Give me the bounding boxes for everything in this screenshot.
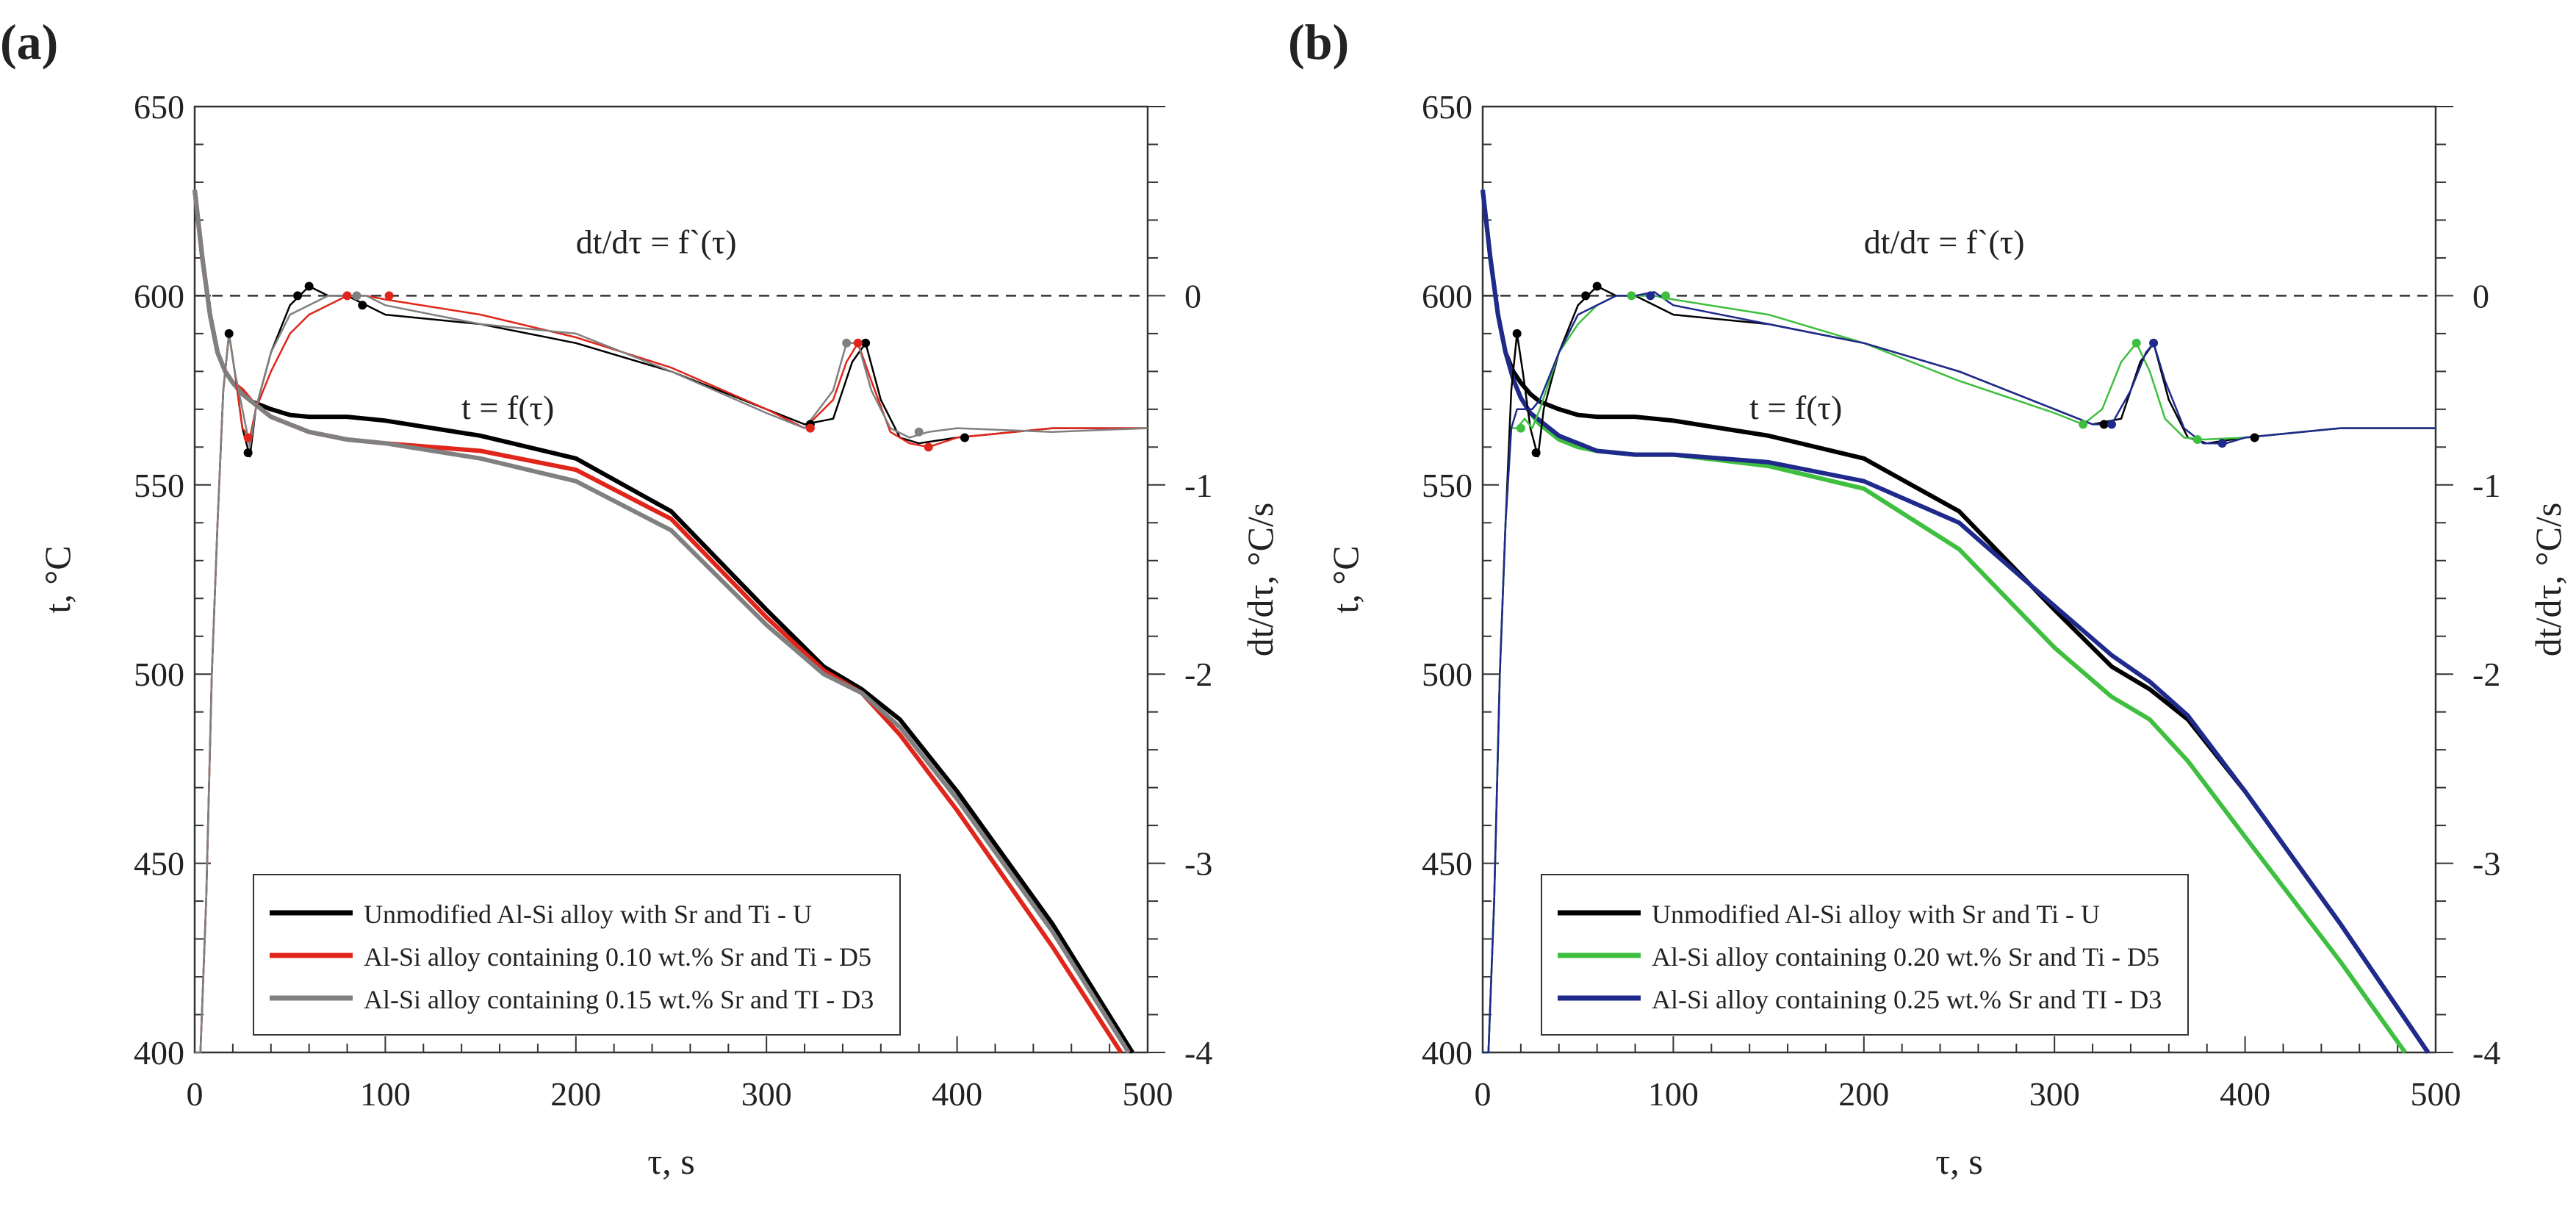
data-marker (2107, 420, 2117, 429)
x-tick-label: 100 (1648, 1075, 1699, 1113)
data-marker (2079, 420, 2088, 429)
y2-tick-label: -4 (2472, 1034, 2500, 1072)
data-marker (1512, 329, 1522, 338)
plot-frame (1481, 105, 2437, 1054)
y-tick-label: 550 (134, 467, 184, 504)
y-tick-label: 400 (134, 1034, 184, 1072)
data-marker (243, 448, 253, 458)
y-tick-label: 400 (1422, 1034, 1472, 1072)
data-marker (2131, 338, 2141, 348)
panel-label: (b) (1288, 14, 1349, 70)
y2-tick-label: -2 (1184, 656, 1212, 693)
y2-tick-label: -4 (1184, 1034, 1212, 1072)
data-marker (304, 281, 314, 291)
legend-label: Al-Si alloy containing 0.10 wt.% Sr and … (364, 942, 871, 972)
chart-b: (b) 0 100 200 300 400 500 400 450 500 550 600 650 -4 -… (1288, 14, 2569, 1182)
x-tick-label: 0 (187, 1075, 204, 1113)
x-tick-label: 500 (1123, 1075, 1173, 1113)
series-line-2 (193, 189, 1131, 1054)
data-marker (1661, 291, 1671, 301)
y2-tick-label: -1 (2472, 467, 2500, 504)
data-marker (243, 433, 253, 442)
panel-a: (a) 0 100 200 300 400 500 400 450 500 550 600 650 -4 -… (0, 0, 1288, 1205)
x-tick-label: 0 (1475, 1075, 1492, 1113)
y2-tick-label: -2 (2472, 656, 2500, 693)
x-tick-label: 200 (1838, 1075, 1889, 1113)
y-tick-label: 650 (1422, 88, 1472, 126)
data-marker (960, 433, 969, 442)
temperature-annotation: t = f(τ) (1749, 389, 1842, 426)
chart-a: (a) 0 100 200 300 400 500 400 450 500 550 600 650 -4 -… (0, 14, 1281, 1182)
y-tick-label: 500 (134, 656, 184, 693)
series-line-2 (1481, 189, 2431, 1054)
data-marker (1592, 281, 1602, 291)
derivative-annotation: dt/dτ = f`(τ) (1864, 223, 2025, 260)
data-marker (1516, 423, 1525, 433)
x-axis-title: τ, s (1935, 1141, 1983, 1182)
panel-b: (b) 0 100 200 300 400 500 400 450 500 550 600 650 -4 -… (1288, 0, 2576, 1205)
x-tick-label: 300 (741, 1075, 792, 1113)
data-marker (853, 338, 863, 348)
y-tick-label: 550 (1422, 467, 1472, 504)
y-tick-label: 450 (134, 845, 184, 883)
y2-axis-title: dt/dτ, °C/s (2528, 503, 2569, 657)
x-tick-label: 500 (2411, 1075, 2461, 1113)
data-marker (384, 291, 394, 301)
y2-tick-label: -3 (2472, 845, 2500, 883)
x-tick-label: 400 (2220, 1075, 2270, 1113)
legend-label: Unmodified Al-Si alloy with Sr and Ti - … (364, 900, 812, 929)
derivative-annotation: dt/dτ = f`(τ) (576, 223, 737, 260)
y-axis-title: t, °C (37, 545, 78, 613)
y-tick-label: 500 (1422, 656, 1472, 693)
panel-label: (a) (0, 14, 58, 70)
data-marker (293, 291, 303, 301)
data-marker (2192, 435, 2202, 445)
temperature-annotation: t = f(τ) (461, 389, 554, 426)
data-marker (2217, 439, 2227, 448)
data-marker (861, 338, 871, 348)
plot-frame (193, 105, 1149, 1054)
y2-tick-label: -1 (1184, 467, 1212, 504)
legend-label: Al-Si alloy containing 0.20 wt.% Sr and … (1652, 942, 2159, 972)
y-tick-label: 650 (134, 88, 184, 126)
data-marker (842, 338, 852, 348)
legend-label: Al-Si alloy containing 0.15 wt.% Sr and … (364, 985, 874, 1014)
data-marker (224, 329, 234, 338)
y-tick-label: 450 (1422, 845, 1472, 883)
y2-tick-label: -3 (1184, 845, 1212, 883)
data-marker (1646, 291, 1655, 301)
y-tick-label: 600 (134, 277, 184, 315)
legend-label: Al-Si alloy containing 0.25 wt.% Sr and … (1652, 985, 2162, 1014)
data-marker (924, 442, 933, 452)
data-marker (2250, 433, 2259, 442)
legend-box (253, 874, 901, 1036)
y-tick-label: 600 (1422, 277, 1472, 315)
data-marker (352, 291, 361, 301)
x-tick-label: 300 (2029, 1075, 2080, 1113)
data-marker (358, 301, 367, 310)
y2-tick-label: 0 (2472, 277, 2489, 315)
data-marker (1531, 448, 1541, 458)
data-marker (2099, 420, 2109, 429)
data-marker (805, 423, 815, 433)
legend-box (1541, 874, 2189, 1036)
data-marker (1581, 291, 1591, 301)
data-marker (2149, 338, 2159, 348)
data-marker (914, 427, 924, 437)
x-axis-title: τ, s (647, 1141, 695, 1182)
series-line-5 (1483, 291, 2436, 1054)
x-tick-label: 100 (360, 1075, 411, 1113)
y-axis-title: t, °C (1325, 545, 1366, 613)
x-tick-label: 400 (932, 1075, 982, 1113)
legend-label: Unmodified Al-Si alloy with Sr and Ti - … (1652, 900, 2100, 929)
data-marker (1627, 291, 1636, 301)
series-line-5 (195, 295, 1148, 1054)
data-marker (342, 291, 352, 301)
x-tick-label: 200 (550, 1075, 601, 1113)
y2-tick-label: 0 (1184, 277, 1201, 315)
y2-axis-title: dt/dτ, °C/s (1240, 503, 1281, 657)
